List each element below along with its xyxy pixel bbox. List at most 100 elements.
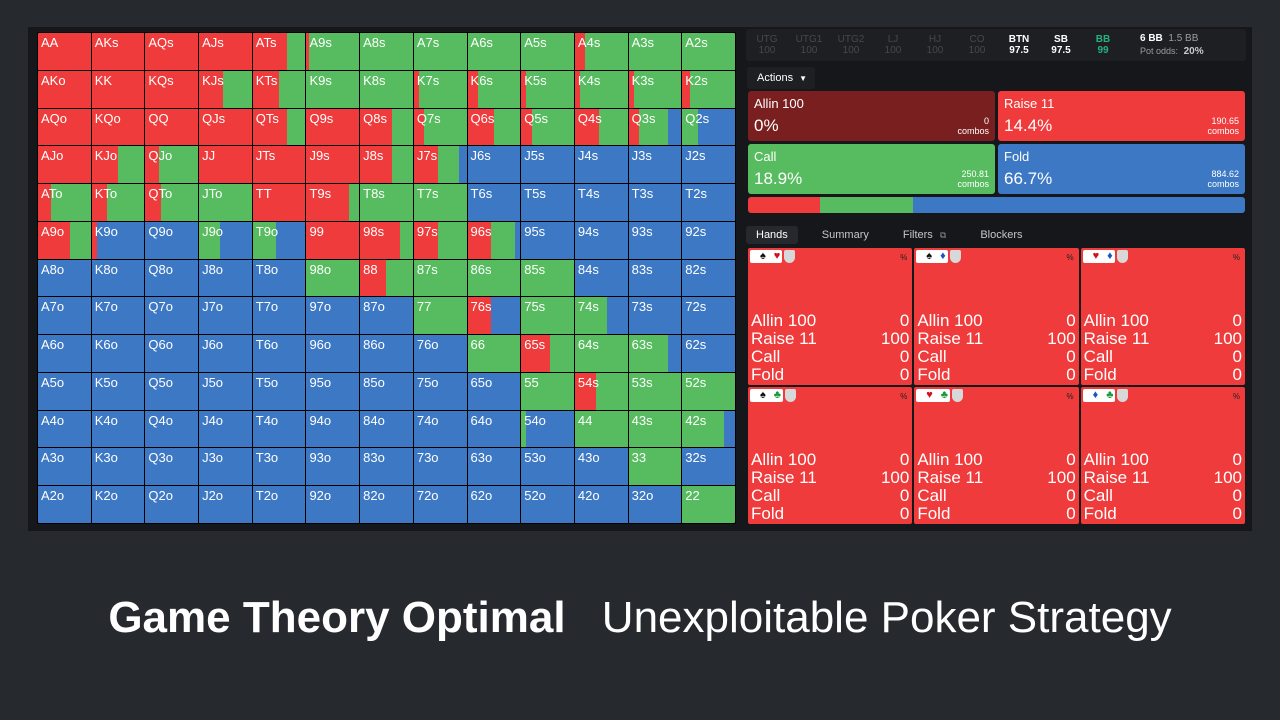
position-sb[interactable]: SB 97.5 (1040, 34, 1082, 56)
hand-cell[interactable]: Q4s (574, 108, 628, 146)
hand-cell[interactable]: AKs (91, 33, 145, 70)
hand-cell[interactable]: 53o (521, 448, 574, 486)
hand-cell[interactable]: 52s (682, 372, 735, 410)
hand-cell[interactable]: A6o (38, 335, 91, 372)
hand-cell[interactable]: 83s (628, 259, 682, 297)
hand-cell[interactable]: 43s (628, 410, 682, 448)
hand-cell[interactable]: AJo (38, 146, 91, 184)
hand-cell[interactable]: K3s (628, 70, 682, 108)
position-co[interactable]: CO 100 (956, 34, 998, 56)
hand-cell[interactable]: 42o (574, 486, 628, 523)
hand-cell[interactable]: 94s (574, 221, 628, 259)
hand-cell[interactable]: T4s (574, 184, 628, 221)
hand-cell[interactable]: JJ (199, 146, 252, 184)
hand-cell[interactable]: AA (38, 33, 91, 70)
actions-dropdown[interactable]: Actions ▼ (747, 67, 815, 89)
hand-cell[interactable]: 87s (413, 259, 467, 297)
hand-cell[interactable]: J7s (413, 146, 467, 184)
percent-toggle[interactable]: % (1232, 253, 1240, 262)
hand-cell[interactable]: J6s (467, 146, 521, 184)
hand-cell[interactable]: A7o (38, 297, 91, 335)
hand-cell[interactable]: A8s (360, 33, 413, 70)
hand-cell[interactable]: Q5s (521, 108, 574, 146)
hand-cell[interactable]: 63o (467, 448, 521, 486)
hand-cell[interactable]: J5s (521, 146, 574, 184)
hand-card[interactable]: A♥A♣% Allin 100 0 Raise 11 100 Call 0 Fold 0 (914, 387, 1079, 524)
hand-cell[interactable]: Q7s (413, 108, 467, 146)
hand-cell[interactable]: Q5o (145, 372, 199, 410)
hand-cell[interactable]: 44 (574, 410, 628, 448)
action-box-fold[interactable]: Fold 66.7% 884.62 combos (998, 144, 1245, 194)
hand-cell[interactable]: K7o (91, 297, 145, 335)
hand-cell[interactable]: J7o (199, 297, 252, 335)
position-bb[interactable]: BB 99 (1082, 34, 1124, 56)
hand-cell[interactable]: QJs (199, 108, 252, 146)
hand-cell[interactable]: Q3s (628, 108, 682, 146)
hand-cell[interactable]: J4o (199, 410, 252, 448)
hand-cell[interactable]: KTs (252, 70, 306, 108)
hand-cell[interactable]: K6o (91, 335, 145, 372)
hand-cell[interactable]: 73o (413, 448, 467, 486)
hand-card[interactable]: A♥A♦% Allin 100 0 Raise 11 100 Call 0 Fold 0 (1080, 248, 1245, 385)
hand-cell[interactable]: A2o (38, 486, 91, 523)
hand-cell[interactable]: 83o (360, 448, 413, 486)
hand-card[interactable]: A♦A♣% Allin 100 0 Raise 11 100 Call 0 Fold 0 (1080, 387, 1245, 524)
hand-cell[interactable]: J9s (306, 146, 360, 184)
hand-cell[interactable]: K3o (91, 448, 145, 486)
hand-cell[interactable]: Q3o (145, 448, 199, 486)
hand-cell[interactable]: 72s (682, 297, 735, 335)
hand-cell[interactable]: 66 (467, 335, 521, 372)
hand-cell[interactable]: A9s (306, 33, 360, 70)
hand-cell[interactable]: 82o (360, 486, 413, 523)
hand-cell[interactable]: 97o (306, 297, 360, 335)
hand-cell[interactable]: 74s (574, 297, 628, 335)
hand-cell[interactable]: 52o (521, 486, 574, 523)
hand-cell[interactable]: A4s (574, 33, 628, 70)
hand-cell[interactable]: 32s (682, 448, 735, 486)
hand-cell[interactable]: K8o (91, 259, 145, 297)
hand-cell[interactable]: Q9o (145, 221, 199, 259)
hand-cell[interactable]: T5o (252, 372, 306, 410)
hand-cell[interactable]: K2o (91, 486, 145, 523)
hand-cell[interactable]: J5o (199, 372, 252, 410)
hand-cell[interactable]: K7s (413, 70, 467, 108)
hand-cell[interactable]: K6s (467, 70, 521, 108)
hand-cell[interactable]: 55 (521, 372, 574, 410)
hand-cell[interactable]: 93s (628, 221, 682, 259)
hand-cell[interactable]: J3o (199, 448, 252, 486)
hand-cell[interactable]: A2s (682, 33, 735, 70)
hand-cell[interactable]: 82s (682, 259, 735, 297)
hand-cell[interactable]: 65o (467, 372, 521, 410)
percent-toggle[interactable]: % (1066, 253, 1074, 262)
hand-cell[interactable]: AQs (145, 33, 199, 70)
hand-cell[interactable]: T9s (306, 184, 360, 221)
hand-cell[interactable]: KJs (199, 70, 252, 108)
hand-cell[interactable]: ATo (38, 184, 91, 221)
hand-cell[interactable]: QQ (145, 108, 199, 146)
hand-cell[interactable]: 84s (574, 259, 628, 297)
hand-cell[interactable]: 94o (306, 410, 360, 448)
hand-cell[interactable]: T8o (252, 259, 306, 297)
position-lj[interactable]: LJ 100 (872, 34, 914, 56)
hand-cell[interactable]: 97s (413, 221, 467, 259)
action-box-raise[interactable]: Raise 11 14.4% 190.65 combos (998, 91, 1245, 141)
hand-cell[interactable]: K9s (306, 70, 360, 108)
hand-cell[interactable]: KQs (145, 70, 199, 108)
hand-cell[interactable]: J6o (199, 335, 252, 372)
hand-cell[interactable]: A4o (38, 410, 91, 448)
hand-cell[interactable]: K9o (91, 221, 145, 259)
hand-cell[interactable]: A3o (38, 448, 91, 486)
hand-cell[interactable]: 93o (306, 448, 360, 486)
hand-cell[interactable]: 95s (521, 221, 574, 259)
hand-cell[interactable]: K5s (521, 70, 574, 108)
hand-cell[interactable]: 98o (306, 259, 360, 297)
hand-cell[interactable]: JTo (199, 184, 252, 221)
action-box-allin[interactable]: Allin 100 0% 0 combos (748, 91, 995, 141)
hand-cell[interactable]: 43o (574, 448, 628, 486)
hand-cell[interactable]: T2o (252, 486, 306, 523)
hand-cell[interactable]: A3s (628, 33, 682, 70)
hand-cell[interactable]: J8s (360, 146, 413, 184)
hand-cell[interactable]: T4o (252, 410, 306, 448)
hand-cell[interactable]: T6s (467, 184, 521, 221)
hand-cell[interactable]: J2s (682, 146, 735, 184)
